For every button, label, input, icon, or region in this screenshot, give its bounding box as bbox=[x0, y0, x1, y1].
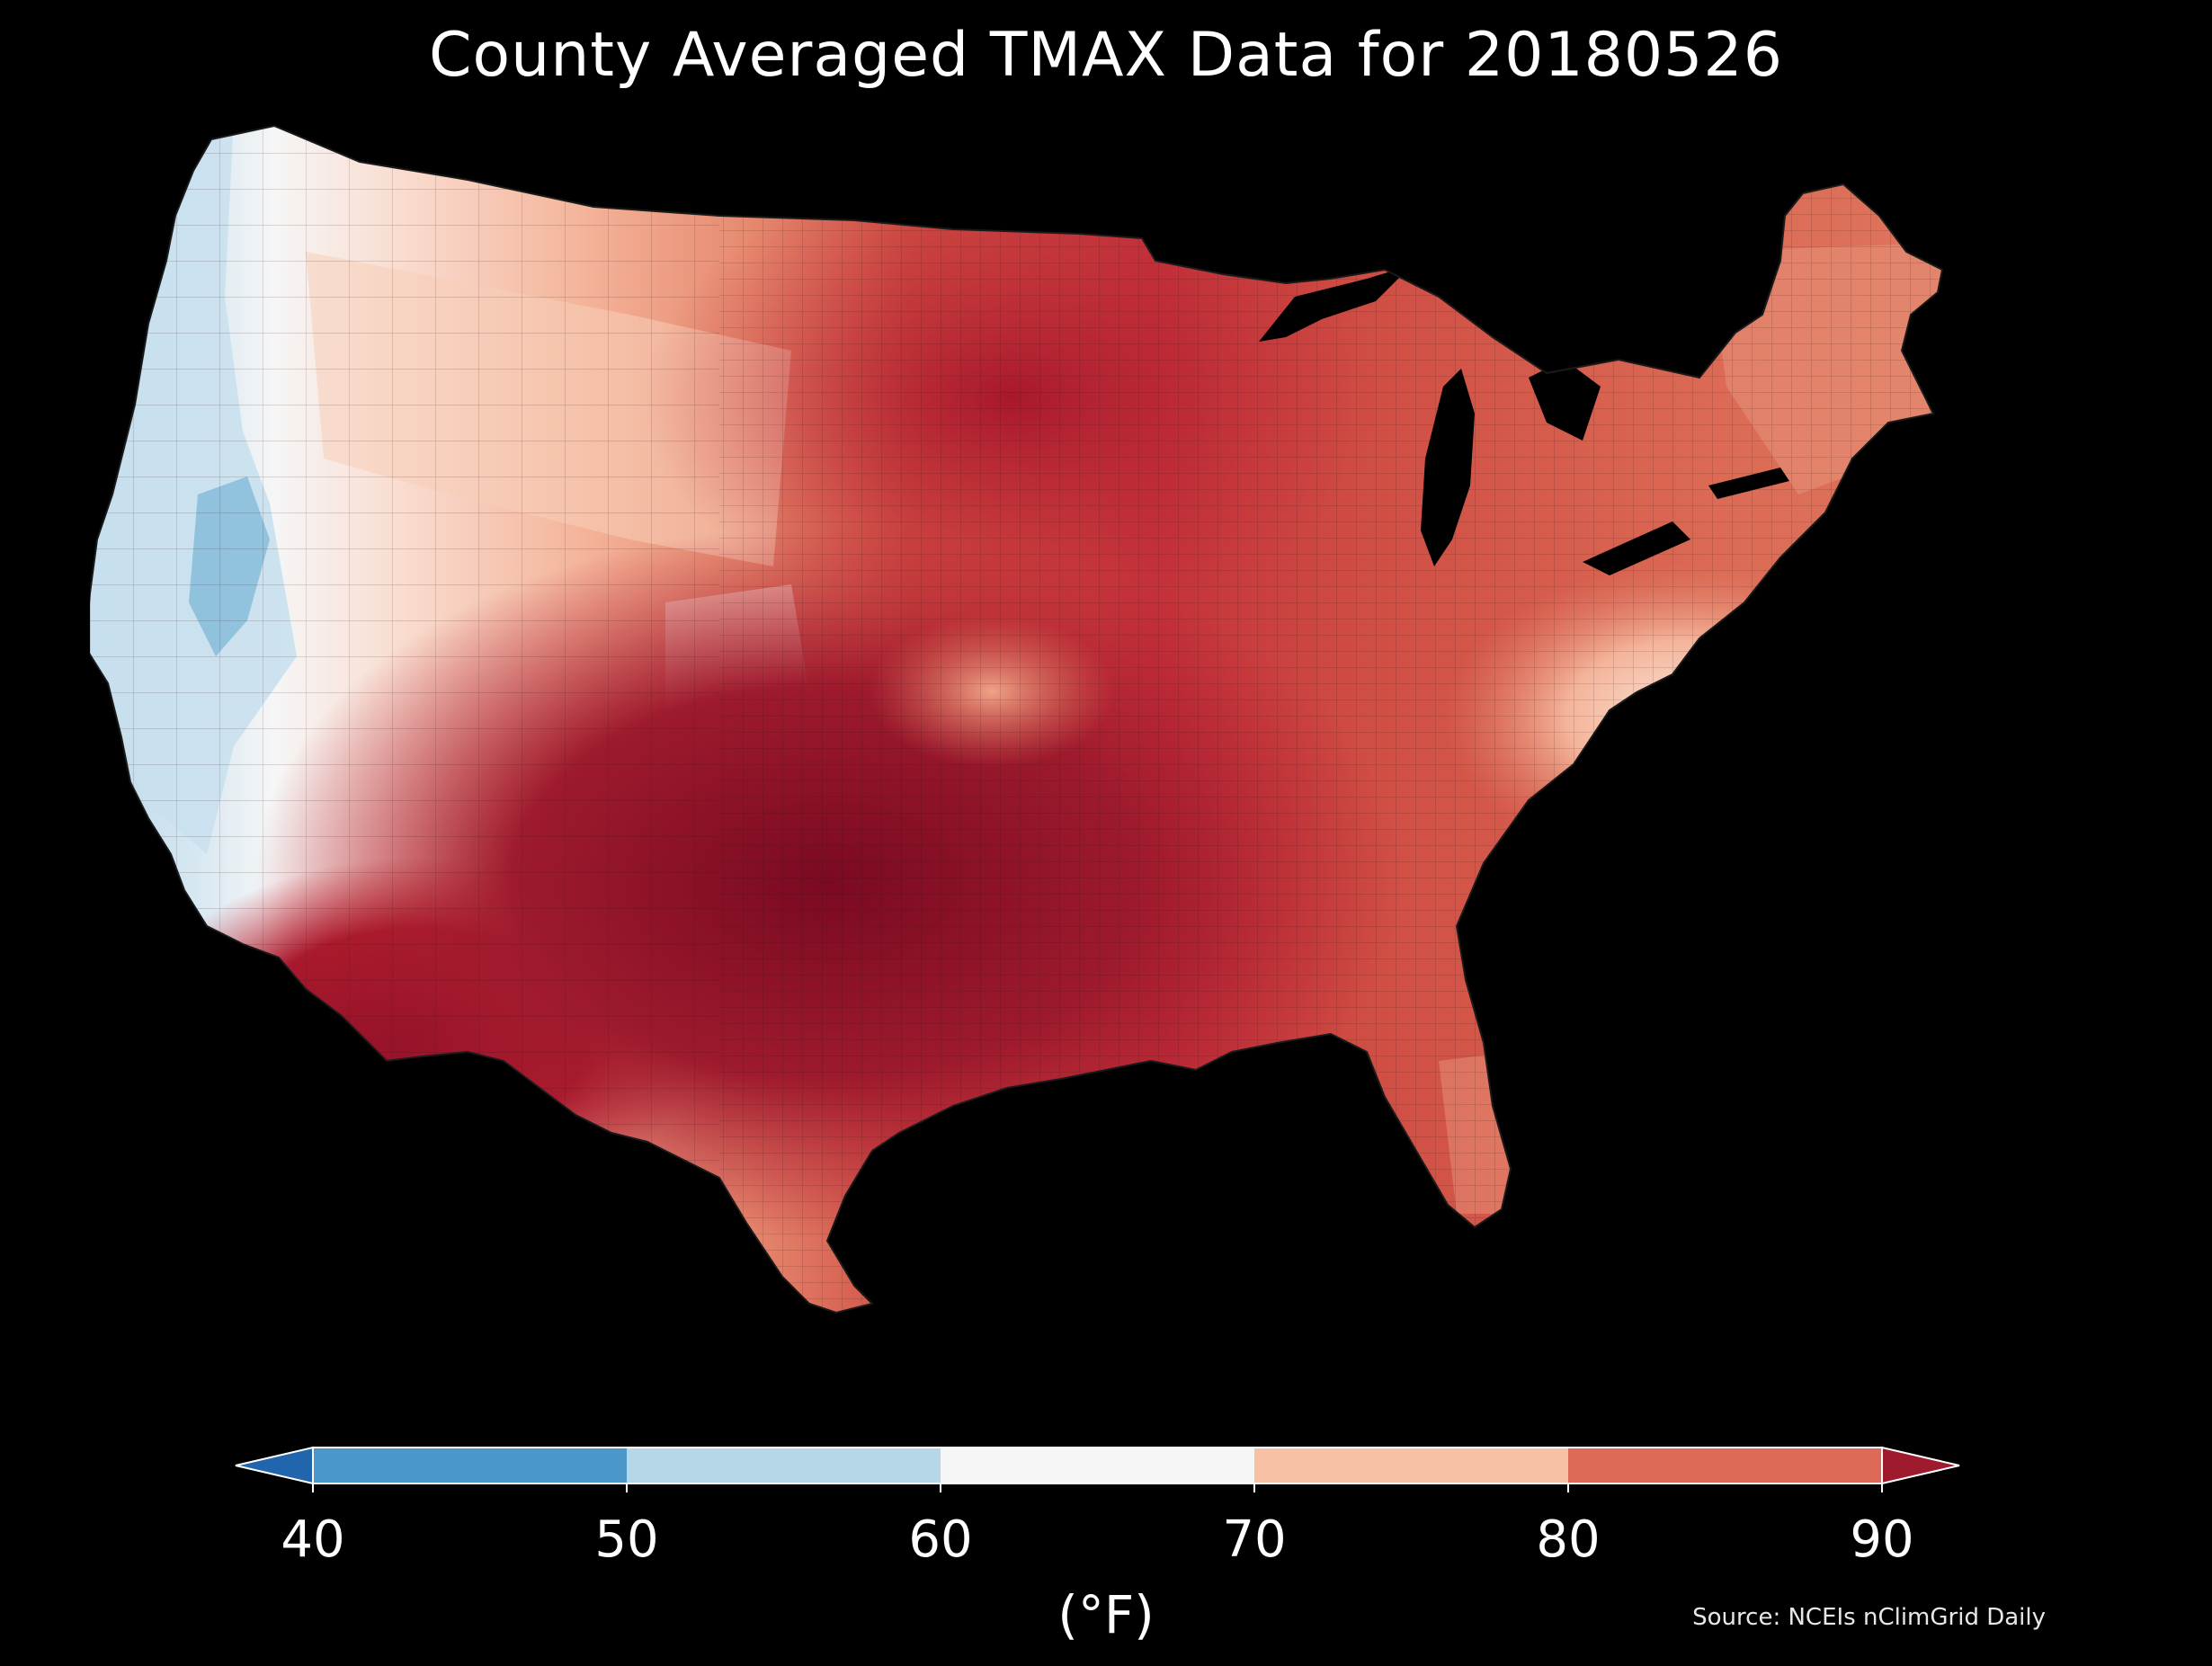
colorbar-over-extension bbox=[1881, 1446, 1960, 1485]
colorbar-tick-label: 40 bbox=[281, 1510, 345, 1569]
colorbar-bin-70-80 bbox=[1254, 1448, 1568, 1483]
us-county-map bbox=[84, 117, 2140, 1394]
colorbar-tick-label: 80 bbox=[1536, 1510, 1601, 1569]
colorbar-frame bbox=[312, 1447, 1883, 1484]
colorbar-bin-60-70 bbox=[941, 1448, 1254, 1483]
lake-michigan bbox=[1421, 369, 1475, 566]
lake-huron bbox=[1529, 360, 1601, 441]
lake-ontario bbox=[1708, 468, 1789, 499]
colorbar-bin-50-60 bbox=[627, 1448, 941, 1483]
lake-superior bbox=[1259, 265, 1412, 342]
colorbar-bin-40-50 bbox=[313, 1448, 627, 1483]
map-title: County Averaged TMAX Data for 20180526 bbox=[429, 20, 1783, 91]
great-lakes bbox=[1259, 265, 1789, 575]
colorbar-under-extension bbox=[235, 1446, 314, 1485]
colorbar bbox=[234, 1439, 1978, 1528]
colorbar-tick-label: 60 bbox=[908, 1510, 973, 1569]
colorbar-unit-label: (°F) bbox=[1057, 1584, 1155, 1645]
colorbar-tick-label: 90 bbox=[1850, 1510, 1914, 1569]
colorbar-bin-80-90 bbox=[1568, 1448, 1882, 1483]
colorbar-tick-label: 50 bbox=[594, 1510, 659, 1569]
lake-erie bbox=[1583, 521, 1690, 575]
colorbar-tick-label: 70 bbox=[1222, 1510, 1287, 1569]
source-credit: Source: NCEIs nClimGrid Daily bbox=[1692, 1604, 2046, 1631]
county-fill-layer bbox=[90, 126, 1942, 1313]
us-outline bbox=[84, 124, 1944, 1314]
